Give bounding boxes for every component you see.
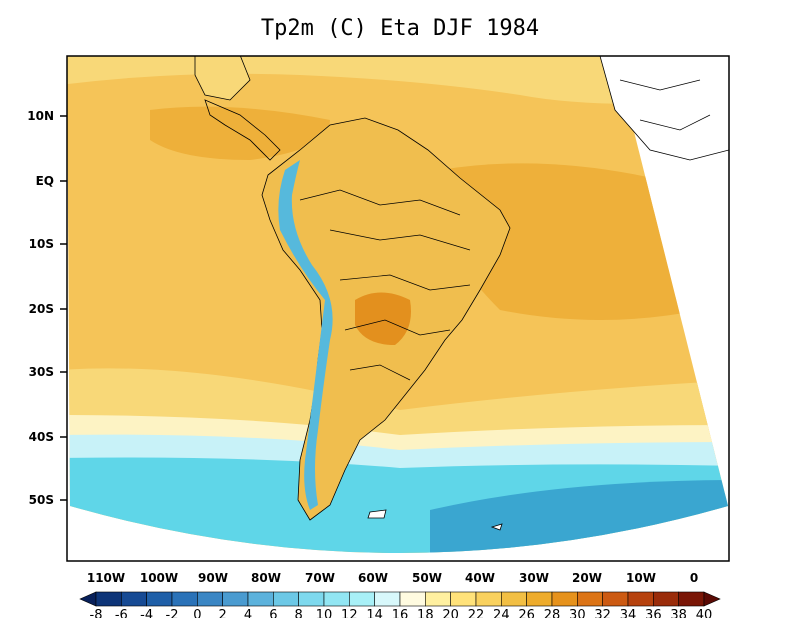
south-america-landmass xyxy=(194,56,729,531)
colorbar-bin xyxy=(577,591,603,607)
lat-tick: 30S xyxy=(29,365,67,379)
latitude-axis: 10N EQ 10S 20S 30S 40S 50S xyxy=(27,109,67,507)
lon-tick-label: 80W xyxy=(251,571,281,585)
colorbar-underflow xyxy=(79,591,97,607)
longitude-axis: 110W 100W 90W 80W 70W 60W 50W 40W 30W 20… xyxy=(87,571,698,585)
colorbar-label: 16 xyxy=(392,608,409,618)
lon-tick-label: 60W xyxy=(358,571,388,585)
colorbar-bin xyxy=(121,591,147,607)
colorbar-label: 8 xyxy=(295,608,303,618)
colorbar-bin xyxy=(450,591,477,607)
colorbar-label: 34 xyxy=(620,608,637,618)
lon-tick-label: 90W xyxy=(198,571,228,585)
colorbar-label: 18 xyxy=(417,608,434,618)
colorbar: -8 -6 -4 -2 0 2 4 6 8 10 12 14 16 18 20 22 24 26 28 30 32 34 3… xyxy=(79,591,721,618)
colorbar-label: 36 xyxy=(645,608,662,618)
lon-tick-label: 0 xyxy=(690,571,698,585)
colorbar-label: 22 xyxy=(468,608,485,618)
lat-tick-label: 50S xyxy=(29,493,54,507)
lon-tick-label: 50W xyxy=(412,571,442,585)
colorbar-label: 32 xyxy=(594,608,611,618)
colorbar-label: 4 xyxy=(244,608,252,618)
lat-tick-label: 10N xyxy=(27,109,54,123)
lon-tick-label: 70W xyxy=(305,571,335,585)
colorbar-bin xyxy=(399,591,426,607)
colorbar-bin xyxy=(197,591,223,607)
colorbar-label: 2 xyxy=(219,608,227,618)
lon-tick-label: 20W xyxy=(572,571,602,585)
lat-tick: EQ xyxy=(36,174,67,188)
colorbar-bin xyxy=(222,591,249,607)
lat-tick: 10S xyxy=(29,237,67,251)
lon-tick-label: 10W xyxy=(626,571,656,585)
colorbar-bin xyxy=(146,591,173,607)
colorbar-label: 20 xyxy=(442,608,459,618)
colorbar-label: 26 xyxy=(518,608,535,618)
colorbar-bin xyxy=(95,591,122,607)
colorbar-label: 6 xyxy=(269,608,277,618)
lon-tick-label: 30W xyxy=(519,571,549,585)
colorbar-bin xyxy=(526,591,553,607)
colorbar-label: -8 xyxy=(90,608,103,618)
colorbar-label: 30 xyxy=(569,608,586,618)
lat-tick-label: 10S xyxy=(29,237,54,251)
colorbar-label: 0 xyxy=(193,608,201,618)
colorbar-bin xyxy=(501,591,527,607)
map-title: Tp2m (C) Eta DJF 1984 xyxy=(260,16,540,41)
colorbar-bin xyxy=(627,591,654,607)
colorbar-label: 38 xyxy=(670,608,687,618)
colorbar-bin xyxy=(551,591,578,607)
lon-tick-label: 40W xyxy=(465,571,495,585)
colorbar-label: 24 xyxy=(493,608,510,618)
colorbar-bin xyxy=(298,591,325,607)
colorbar-bin xyxy=(602,591,629,607)
colorbar-label: -2 xyxy=(166,608,179,618)
colorbar-label: -4 xyxy=(140,608,153,618)
lat-tick: 50S xyxy=(29,493,67,507)
colorbar-label: -6 xyxy=(115,608,128,618)
colorbar-label: 14 xyxy=(366,608,383,618)
colorbar-bin xyxy=(475,591,502,607)
colorbar-bin xyxy=(247,591,274,607)
colorbar-bin xyxy=(425,591,451,607)
lon-tick-label: 100W xyxy=(140,571,178,585)
colorbar-bin xyxy=(273,591,299,607)
colorbar-bin xyxy=(678,591,705,607)
colorbar-label: 40 xyxy=(696,608,713,618)
colorbar-overflow xyxy=(703,591,721,607)
lat-tick-label: 30S xyxy=(29,365,54,379)
colorbar-bin xyxy=(349,591,375,607)
lat-tick: 10N xyxy=(27,109,67,123)
colorbar-label: 10 xyxy=(316,608,333,618)
colorbar-bin xyxy=(171,591,198,607)
lon-tick-label: 110W xyxy=(87,571,125,585)
lat-tick-label: EQ xyxy=(36,174,54,188)
lat-tick: 40S xyxy=(29,430,67,444)
colorbar-bin xyxy=(653,591,679,607)
colorbar-bin xyxy=(374,591,401,607)
colorbar-label: 12 xyxy=(341,608,358,618)
lat-tick: 20S xyxy=(29,302,67,316)
lat-tick-label: 40S xyxy=(29,430,54,444)
colorbar-bin xyxy=(323,591,350,607)
lat-tick-label: 20S xyxy=(29,302,54,316)
colorbar-label: 28 xyxy=(544,608,561,618)
